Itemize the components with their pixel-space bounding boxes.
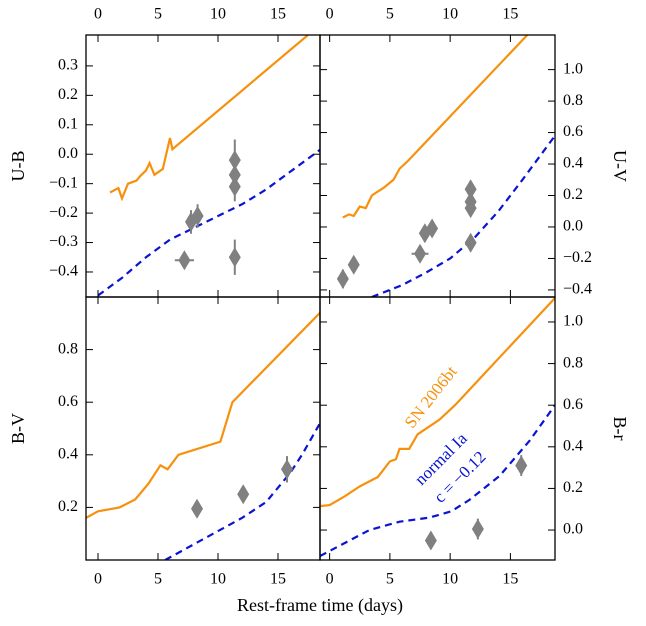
data-point (178, 250, 191, 271)
y-tick-label: 0.6 (563, 396, 583, 413)
y-tick-label: 0.8 (563, 92, 583, 109)
x-tick-label: 15 (502, 571, 518, 588)
x-tick-label: 15 (270, 6, 286, 23)
data-point (347, 254, 360, 275)
data-point (228, 247, 241, 268)
x-tick-label: 5 (386, 571, 394, 588)
plot-area (86, 312, 320, 560)
frame (85, 34, 321, 298)
y-tick-label: 0.0 (563, 521, 583, 538)
data-point (191, 498, 203, 519)
x-tick-label: 0 (94, 6, 102, 23)
data-point (471, 518, 484, 539)
plot-area (97, 35, 320, 297)
data-point (464, 232, 477, 253)
y-tick-label: 0.1 (58, 115, 78, 132)
curve (164, 422, 320, 560)
x-tick-label: 10 (442, 6, 458, 23)
y-tick-label: 0.2 (58, 86, 78, 103)
y-tick-label: 0.8 (58, 340, 78, 357)
y-tick-label: 1.0 (563, 313, 583, 330)
data-point (228, 176, 241, 197)
plot-area (320, 297, 555, 558)
data-point (424, 530, 437, 551)
curve (342, 35, 529, 219)
y-tick-label: 0.6 (563, 123, 583, 140)
data-point (281, 459, 293, 480)
y-tick-label: 0.2 (58, 498, 78, 515)
y-axis-title: B-V (8, 413, 28, 444)
y-tick-label: −0.1 (49, 174, 78, 191)
y-tick-label: 0.2 (563, 186, 583, 203)
x-axis-title: Rest-frame time (days) (237, 595, 403, 616)
curve (320, 297, 555, 508)
x-tick-label: 5 (386, 6, 394, 23)
curve (86, 312, 320, 519)
y-tick-label: 0.6 (58, 393, 78, 410)
curve (320, 404, 555, 558)
y-tick-label: 0.3 (58, 57, 78, 74)
frame (85, 296, 321, 561)
curve (371, 135, 555, 297)
y-tick-label: −0.4 (563, 281, 592, 298)
y-tick-label: 0.4 (563, 437, 583, 454)
annotation: SN 2006bt (401, 362, 461, 432)
data-point (515, 455, 528, 476)
y-axis-title: U-V (610, 150, 630, 182)
data-point (228, 150, 241, 171)
curve (97, 148, 320, 297)
data-point (191, 206, 204, 227)
y-tick-label: 0.0 (58, 145, 78, 162)
y-tick-label: 0.4 (58, 445, 78, 462)
x-tick-label: 5 (154, 6, 162, 23)
x-tick-label: 15 (270, 571, 286, 588)
x-tick-label: 10 (210, 6, 226, 23)
y-tick-label: −0.2 (49, 204, 78, 221)
curve (109, 35, 309, 202)
y-tick-label: 0.0 (563, 218, 583, 235)
y-tick-label: 0.8 (563, 354, 583, 371)
data-point (464, 198, 477, 219)
y-axis-title: U-B (8, 151, 28, 182)
x-tick-label: 10 (210, 571, 226, 588)
y-tick-label: −0.4 (49, 263, 78, 280)
data-point (464, 179, 477, 200)
y-tick-label: 0.4 (563, 155, 583, 172)
data-point (414, 243, 427, 264)
x-tick-label: 10 (442, 571, 458, 588)
y-tick-label: 1.0 (563, 60, 583, 77)
data-point (426, 218, 439, 239)
plot-area (336, 35, 555, 297)
y-tick-label: 0.2 (563, 479, 583, 496)
x-tick-label: 0 (326, 571, 334, 588)
y-tick-label: −0.3 (49, 233, 78, 250)
data-point (237, 484, 250, 505)
data-point (336, 268, 349, 289)
y-tick-label: −0.2 (563, 249, 592, 266)
frame (319, 296, 556, 561)
y-axis-title: B-r (610, 417, 630, 441)
x-tick-label: 0 (326, 6, 334, 23)
x-tick-label: 5 (154, 571, 162, 588)
x-tick-label: 15 (502, 6, 518, 23)
x-tick-label: 0 (94, 571, 102, 588)
